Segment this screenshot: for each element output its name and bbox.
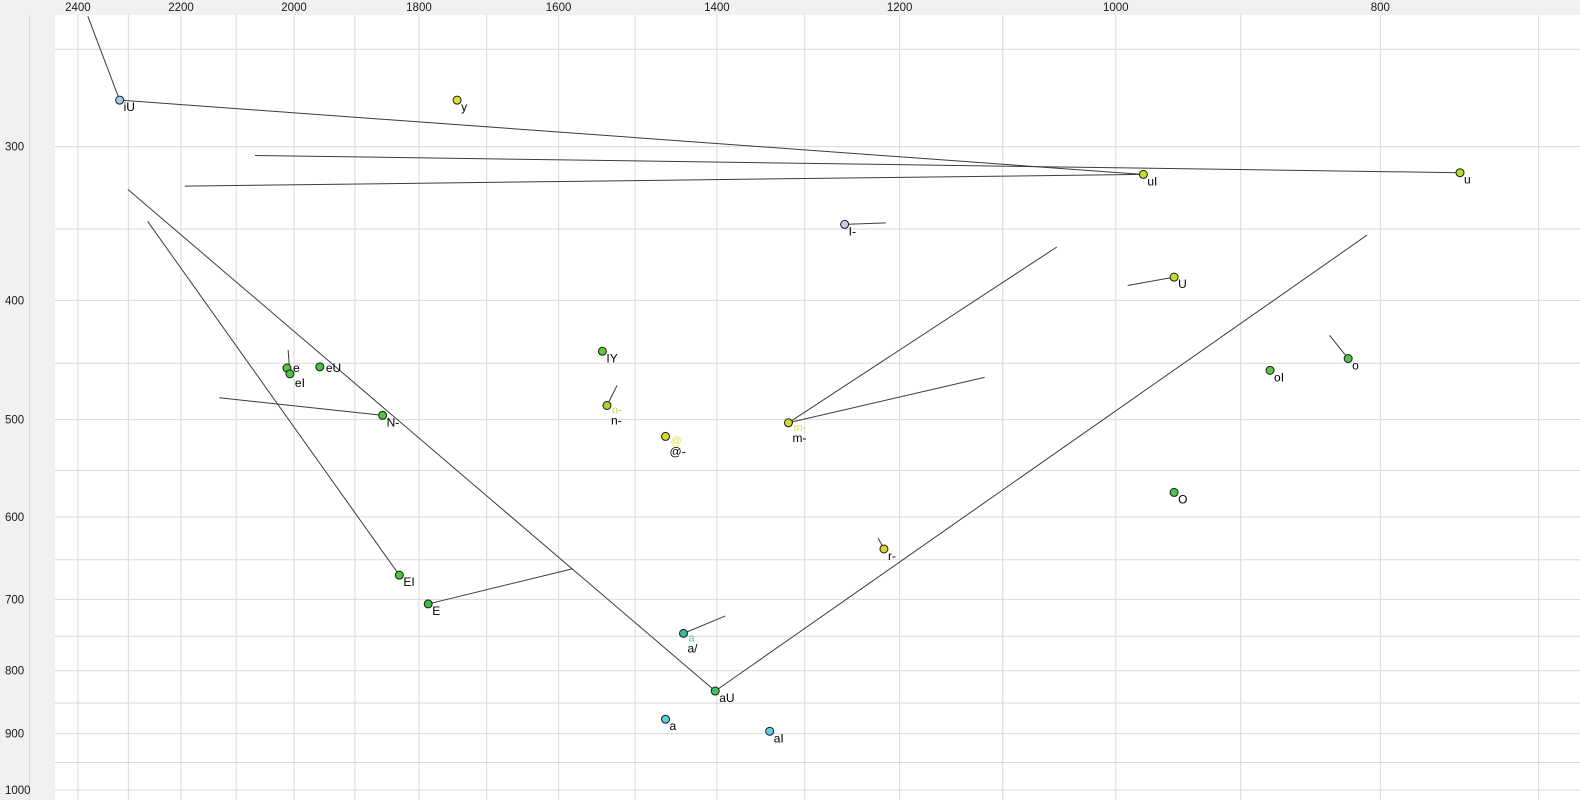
vowel-label: IY: [606, 351, 617, 365]
vowel-point[interactable]: [115, 95, 125, 105]
trajectory-line: [87, 15, 121, 101]
vowel-secondary-label: a: [688, 632, 695, 644]
vowel-label: aI: [774, 731, 784, 745]
y-tick-label: 400: [5, 295, 24, 307]
vowel-point[interactable]: [765, 726, 775, 736]
vowel-label: I-: [849, 224, 856, 238]
vowel-label: u: [1464, 173, 1471, 187]
trajectory-line: [788, 376, 985, 424]
x-tick-label: 1600: [546, 2, 572, 14]
y-tick-label: 500: [5, 415, 24, 427]
vowel-point[interactable]: [285, 369, 295, 379]
vowel-point[interactable]: [661, 714, 671, 724]
vowel-label: U: [1178, 277, 1187, 291]
trajectory-line: [1329, 334, 1349, 359]
trajectory-line: [219, 397, 383, 416]
vowel-point[interactable]: [1169, 487, 1179, 497]
vowel-label: oI: [1274, 370, 1284, 384]
vowel-label: eI: [295, 376, 305, 390]
x-tick-label: 2400: [65, 2, 91, 14]
vowel-label: a/: [687, 641, 698, 655]
trajectory-line: [844, 222, 886, 225]
y-tick-label: 600: [5, 512, 24, 524]
trajectory-line: [127, 189, 716, 692]
vowel-label: O: [1178, 492, 1187, 506]
vowel-point[interactable]: [879, 544, 889, 554]
vowel-point[interactable]: [602, 401, 612, 411]
vowel-point[interactable]: [840, 219, 850, 229]
vowel-label: aU: [719, 691, 734, 705]
trajectory-line: [788, 246, 1058, 424]
vowel-label: E: [432, 604, 440, 618]
trajectory-line: [254, 154, 1461, 174]
vowel-label: n-: [611, 414, 622, 428]
trajectory-line: [428, 568, 573, 605]
trajectory-line: [714, 234, 1368, 692]
vowel-label: EI: [403, 575, 414, 589]
vowel-point[interactable]: [452, 95, 462, 105]
vowel-point[interactable]: [1138, 169, 1148, 179]
vowel-label: o: [1352, 359, 1359, 373]
vowel-point[interactable]: [1265, 365, 1275, 375]
vowel-label: y: [461, 100, 467, 114]
vowel-point[interactable]: [783, 418, 793, 428]
vowel-label: r-: [888, 549, 896, 563]
x-tick-label: 1200: [887, 2, 913, 14]
vowel-label: eU: [326, 361, 341, 375]
left-axis-margin: [0, 0, 55, 800]
trajectory-line: [119, 99, 1143, 175]
trajectory-line: [1127, 276, 1175, 286]
x-tick-label: 2200: [168, 2, 194, 14]
vowel-label: a: [670, 719, 677, 733]
vowel-secondary-label: m-: [793, 422, 806, 434]
vowel-point[interactable]: [1169, 272, 1179, 282]
vowel-label: N-: [387, 415, 400, 429]
vowel-label: m-: [792, 431, 806, 445]
vowel-point[interactable]: [678, 628, 688, 638]
y-tick-label: 900: [5, 729, 24, 741]
vowel-secondary-label: @: [671, 435, 682, 447]
y-tick-label: 700: [5, 594, 24, 606]
vowel-label: uI: [1147, 174, 1157, 188]
vowel-point[interactable]: [423, 599, 433, 609]
top-axis-margin: [0, 0, 1580, 15]
trajectory-line: [147, 221, 400, 576]
y-tick-label: 1000: [5, 785, 31, 797]
trajectory-line: [683, 615, 726, 634]
x-tick-label: 2000: [281, 2, 307, 14]
vowel-point[interactable]: [1455, 168, 1465, 178]
trajectory-line: [184, 173, 1144, 187]
vowel-point[interactable]: [710, 686, 720, 696]
vowel-point[interactable]: [394, 570, 404, 580]
x-tick-label: 1800: [406, 2, 432, 14]
y-tick-label: 300: [5, 142, 24, 154]
vowel-secondary-label: n-: [612, 405, 622, 417]
vowel-point[interactable]: [597, 346, 607, 356]
vowel-point[interactable]: [378, 410, 388, 420]
x-tick-label: 1000: [1103, 2, 1129, 14]
x-tick-label: 1400: [704, 2, 730, 14]
vowel-point[interactable]: [661, 431, 671, 441]
vowel-point[interactable]: [315, 362, 325, 372]
vowel-label: e: [293, 361, 300, 375]
vowel-label: @-: [670, 444, 686, 458]
y-tick-label: 800: [5, 666, 24, 678]
vowel-point[interactable]: [1343, 354, 1353, 364]
x-tick-label: 800: [1371, 2, 1390, 14]
vowel-label: iU: [124, 100, 135, 114]
